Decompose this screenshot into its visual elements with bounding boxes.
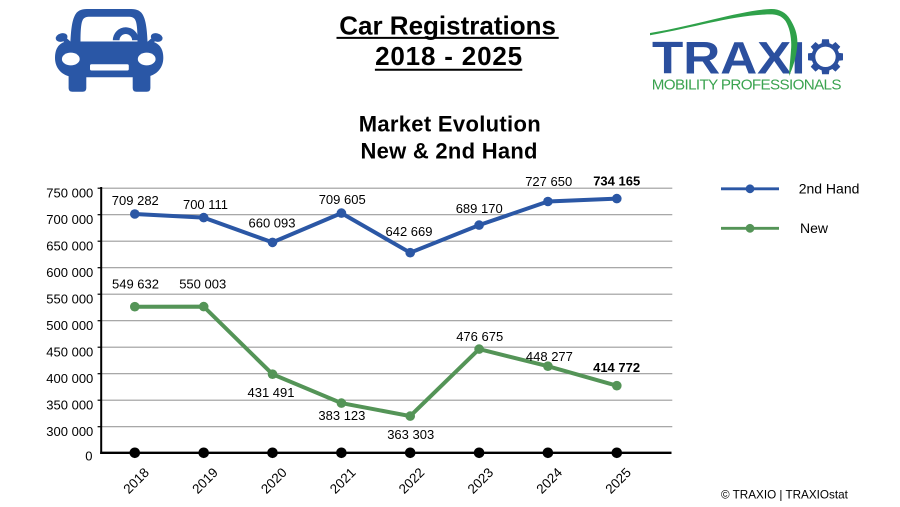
svg-text:550 003: 550 003 bbox=[179, 277, 226, 292]
svg-text:2018 - 2025: 2018 - 2025 bbox=[375, 41, 522, 71]
svg-text:549 632: 549 632 bbox=[112, 277, 159, 292]
svg-text:650 000: 650 000 bbox=[46, 238, 93, 253]
svg-text:383 123: 383 123 bbox=[318, 408, 365, 423]
svg-text:© TRAXIO | TRAXIOstat: © TRAXIO | TRAXIOstat bbox=[721, 488, 849, 501]
svg-text:550 000: 550 000 bbox=[46, 291, 93, 306]
svg-text:689 170: 689 170 bbox=[456, 201, 503, 216]
svg-text:727 650: 727 650 bbox=[525, 174, 572, 189]
svg-text:2nd Hand: 2nd Hand bbox=[799, 181, 860, 197]
svg-text:448 277: 448 277 bbox=[526, 349, 573, 364]
svg-text:700 000: 700 000 bbox=[46, 212, 93, 227]
svg-text:2025: 2025 bbox=[602, 465, 634, 497]
svg-text:2021: 2021 bbox=[327, 465, 359, 497]
svg-text:642 669: 642 669 bbox=[386, 224, 433, 239]
svg-text:709 282: 709 282 bbox=[112, 193, 159, 208]
svg-text:2022: 2022 bbox=[396, 465, 428, 497]
svg-text:500 000: 500 000 bbox=[46, 318, 93, 333]
svg-text:MOBILITY PROFESSIONALS: MOBILITY PROFESSIONALS bbox=[652, 76, 842, 93]
svg-text:2024: 2024 bbox=[533, 465, 565, 497]
svg-text:414 772: 414 772 bbox=[593, 360, 640, 375]
svg-text:2020: 2020 bbox=[258, 465, 290, 497]
svg-text:2018: 2018 bbox=[120, 465, 152, 497]
svg-text:Market Evolution: Market Evolution bbox=[359, 112, 541, 137]
svg-text:750 000: 750 000 bbox=[46, 185, 93, 200]
svg-text:350 000: 350 000 bbox=[46, 397, 93, 412]
svg-text:600 000: 600 000 bbox=[46, 265, 93, 280]
svg-text:300 000: 300 000 bbox=[46, 424, 93, 439]
svg-text:431 491: 431 491 bbox=[248, 385, 295, 400]
svg-text:660 093: 660 093 bbox=[249, 215, 296, 230]
svg-text:New: New bbox=[800, 220, 829, 236]
svg-text:0: 0 bbox=[85, 449, 92, 464]
svg-text:700 111: 700 111 bbox=[183, 197, 228, 212]
svg-text:2019: 2019 bbox=[189, 465, 221, 497]
svg-text:400 000: 400 000 bbox=[46, 371, 93, 386]
svg-text:TRAXI: TRAXI bbox=[652, 33, 806, 84]
svg-text:2023: 2023 bbox=[465, 465, 497, 497]
svg-text:709 605: 709 605 bbox=[319, 192, 366, 207]
svg-text:734 165: 734 165 bbox=[593, 173, 640, 188]
svg-text:363 303: 363 303 bbox=[387, 427, 434, 442]
svg-text:450 000: 450 000 bbox=[46, 344, 93, 359]
svg-text:476 675: 476 675 bbox=[456, 329, 503, 344]
svg-text:New & 2nd Hand: New & 2nd Hand bbox=[361, 138, 538, 163]
svg-text:Car Registrations: Car Registrations bbox=[339, 10, 556, 40]
